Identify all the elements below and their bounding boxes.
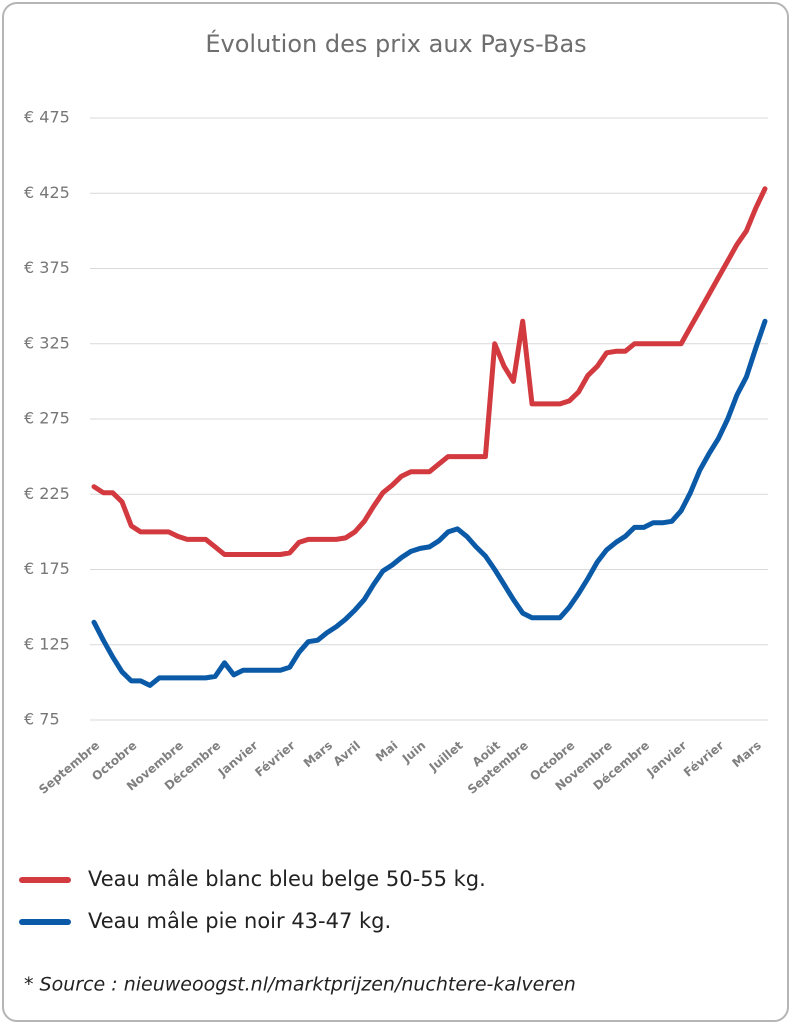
source-note: * Source : nieuweoogst.nl/marktprijzen/n…: [24, 974, 576, 996]
y-tick-label: € 275: [24, 409, 70, 428]
y-tick-label: € 75: [24, 710, 60, 729]
y-tick-label: € 425: [24, 183, 70, 202]
series-line: [91, 186, 768, 557]
legend-label: Veau mâle blanc bleu belge 50-55 kg.: [88, 867, 486, 891]
chart-title: Évolution des prix aux Pays-Bas: [205, 29, 586, 58]
y-tick-label: € 375: [24, 258, 70, 277]
y-tick-label: € 325: [24, 333, 70, 352]
series-line: [91, 318, 768, 688]
y-tick-label: € 175: [24, 559, 70, 578]
y-tick-label: € 475: [24, 108, 70, 127]
y-tick-label: € 225: [24, 484, 70, 503]
y-tick-label: € 125: [24, 634, 70, 653]
legend-label: Veau mâle pie noir 43-47 kg.: [88, 909, 391, 933]
